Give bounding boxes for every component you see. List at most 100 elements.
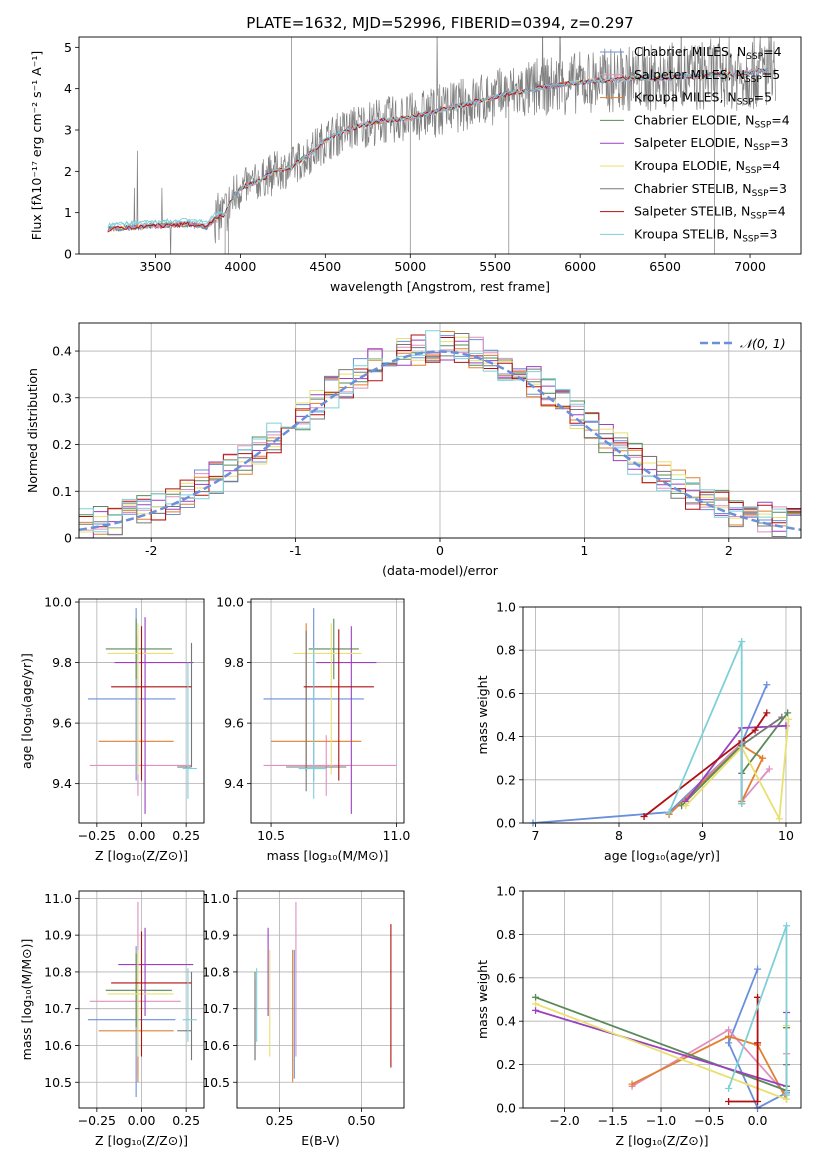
y-tick-label: 0.3 bbox=[52, 390, 72, 405]
x-tick-label: 11.0 bbox=[383, 828, 411, 843]
data-point bbox=[725, 1039, 733, 1047]
y-tick-label: 10.9 bbox=[44, 928, 72, 943]
legend-label: Chabrier ELODIE, NSSP=4 bbox=[634, 112, 790, 130]
y-tick-label: 0.1 bbox=[52, 484, 72, 499]
spectrum-plot bbox=[107, 37, 776, 254]
data-point bbox=[759, 754, 767, 762]
data-point bbox=[738, 800, 746, 808]
data-point bbox=[763, 681, 771, 689]
series-line bbox=[727, 968, 787, 1110]
y-axis-label: Normed distribution bbox=[25, 368, 40, 493]
y-tick-label: 10.5 bbox=[202, 1075, 230, 1090]
plot-frame bbox=[78, 36, 802, 255]
plot-frame bbox=[522, 606, 802, 824]
x-axis-label: mass [log₁₀(M/M⊙)] bbox=[267, 848, 389, 863]
y-tick-label: 0.4 bbox=[496, 729, 516, 744]
x-tick-label: −0.5 bbox=[694, 1113, 724, 1128]
plot-frame bbox=[78, 598, 205, 824]
y-axis-label: mass weight bbox=[475, 960, 490, 1039]
y-tick-label: 0.6 bbox=[496, 970, 516, 985]
y-tick-label: 10.7 bbox=[202, 1001, 230, 1016]
x-tick-label: 7 bbox=[532, 828, 540, 843]
y-tick-label: 10.6 bbox=[44, 1038, 72, 1053]
series-line bbox=[685, 719, 790, 822]
data-point bbox=[765, 765, 773, 773]
data-point bbox=[784, 709, 792, 717]
y-tick-label: 9.6 bbox=[224, 716, 244, 731]
legend-label: Chabrier STELIB, NSSP=3 bbox=[634, 181, 787, 199]
series-line bbox=[728, 997, 759, 1103]
data-point bbox=[763, 709, 771, 717]
y-tick-label: 3 bbox=[64, 123, 72, 138]
x-tick-label: 4500 bbox=[309, 259, 341, 274]
data-spectrum-line bbox=[107, 37, 776, 254]
plot-frame bbox=[236, 890, 405, 1109]
data-point bbox=[532, 1000, 540, 1008]
x-tick-label: 0.50 bbox=[348, 1113, 376, 1128]
data-point bbox=[725, 1097, 733, 1105]
y-tick-label: 0.4 bbox=[52, 344, 72, 359]
y-tick-label: 1.0 bbox=[496, 884, 516, 899]
histogram-step bbox=[79, 330, 801, 538]
series-line bbox=[631, 1035, 788, 1100]
y-tick-label: 0.6 bbox=[496, 686, 516, 701]
x-tick-label: 4000 bbox=[224, 259, 256, 274]
data-point bbox=[783, 922, 791, 930]
x-tick-label: −1.0 bbox=[646, 1113, 676, 1128]
plot-frame bbox=[522, 890, 802, 1109]
y-tick-label: 0.4 bbox=[496, 1014, 516, 1029]
y-tick-label: 9.8 bbox=[52, 655, 72, 670]
x-tick-label: 0.0 bbox=[748, 1113, 768, 1128]
x-tick-label: 6000 bbox=[564, 259, 596, 274]
y-tick-label: 1 bbox=[64, 205, 72, 220]
x-tick-label: 0.25 bbox=[172, 1113, 200, 1128]
legend-label: Kroupa MILES, NSSP=5 bbox=[634, 90, 772, 108]
model-line bbox=[107, 68, 768, 232]
x-tick-label: −0.25 bbox=[78, 1113, 116, 1128]
y-tick-label: 10.7 bbox=[44, 1001, 72, 1016]
x-axis-label: E(B-V) bbox=[301, 1133, 340, 1148]
data-point bbox=[754, 993, 762, 1001]
x-tick-label: −2.0 bbox=[549, 1113, 579, 1128]
y-tick-label: 0.0 bbox=[496, 816, 516, 831]
data-point bbox=[751, 726, 759, 734]
y-tick-label: 0.2 bbox=[496, 772, 516, 787]
y-tick-label: 0 bbox=[64, 531, 72, 546]
x-axis-label: wavelength [Angstrom, rest frame] bbox=[330, 279, 550, 294]
data-point bbox=[783, 1091, 791, 1099]
y-tick-label: 4 bbox=[64, 81, 72, 96]
data-point bbox=[628, 1080, 636, 1088]
y-tick-label: 10.6 bbox=[202, 1038, 230, 1053]
y-tick-label: 10.9 bbox=[202, 928, 230, 943]
x-tick-label: 10.5 bbox=[257, 828, 285, 843]
y-tick-label: 9.6 bbox=[52, 716, 72, 731]
y-axis-label: mass [log₁₀(M/M⊙)] bbox=[19, 939, 34, 1061]
x-axis-label: (data-model)/error bbox=[382, 563, 499, 578]
data-point bbox=[665, 808, 673, 816]
x-tick-label: -1 bbox=[289, 543, 301, 558]
series-line bbox=[643, 712, 768, 818]
x-tick-label: 0.25 bbox=[172, 828, 200, 843]
x-tick-label: 6500 bbox=[649, 259, 681, 274]
histograms bbox=[78, 330, 802, 538]
x-tick-label: 0.00 bbox=[128, 1113, 156, 1128]
data-point bbox=[682, 802, 690, 810]
x-tick-label: 5000 bbox=[394, 259, 426, 274]
legend-label: Salpeter ELODIE, NSSP=3 bbox=[634, 135, 788, 153]
y-tick-label: 0.8 bbox=[496, 927, 516, 942]
y-tick-label: 11.0 bbox=[202, 891, 230, 906]
legend-label: Salpeter STELIB, NSSP=4 bbox=[634, 204, 786, 222]
x-tick-label: 9 bbox=[699, 828, 707, 843]
y-tick-label: 10.0 bbox=[44, 595, 72, 610]
data-point bbox=[775, 815, 783, 823]
x-axis-label: Z [log₁₀(Z/Z⊙)] bbox=[95, 1133, 188, 1148]
y-tick-label: 10.0 bbox=[216, 595, 244, 610]
plot-frame bbox=[250, 598, 405, 824]
legend-label: Chabrier MILES, NSSP=4 bbox=[634, 44, 782, 62]
data-point bbox=[725, 1026, 733, 1034]
y-tick-label: 5 bbox=[64, 40, 72, 55]
y-tick-label: 0.2 bbox=[496, 1057, 516, 1072]
x-tick-label: 0.00 bbox=[128, 828, 156, 843]
y-tick-label: 0.2 bbox=[52, 437, 72, 452]
